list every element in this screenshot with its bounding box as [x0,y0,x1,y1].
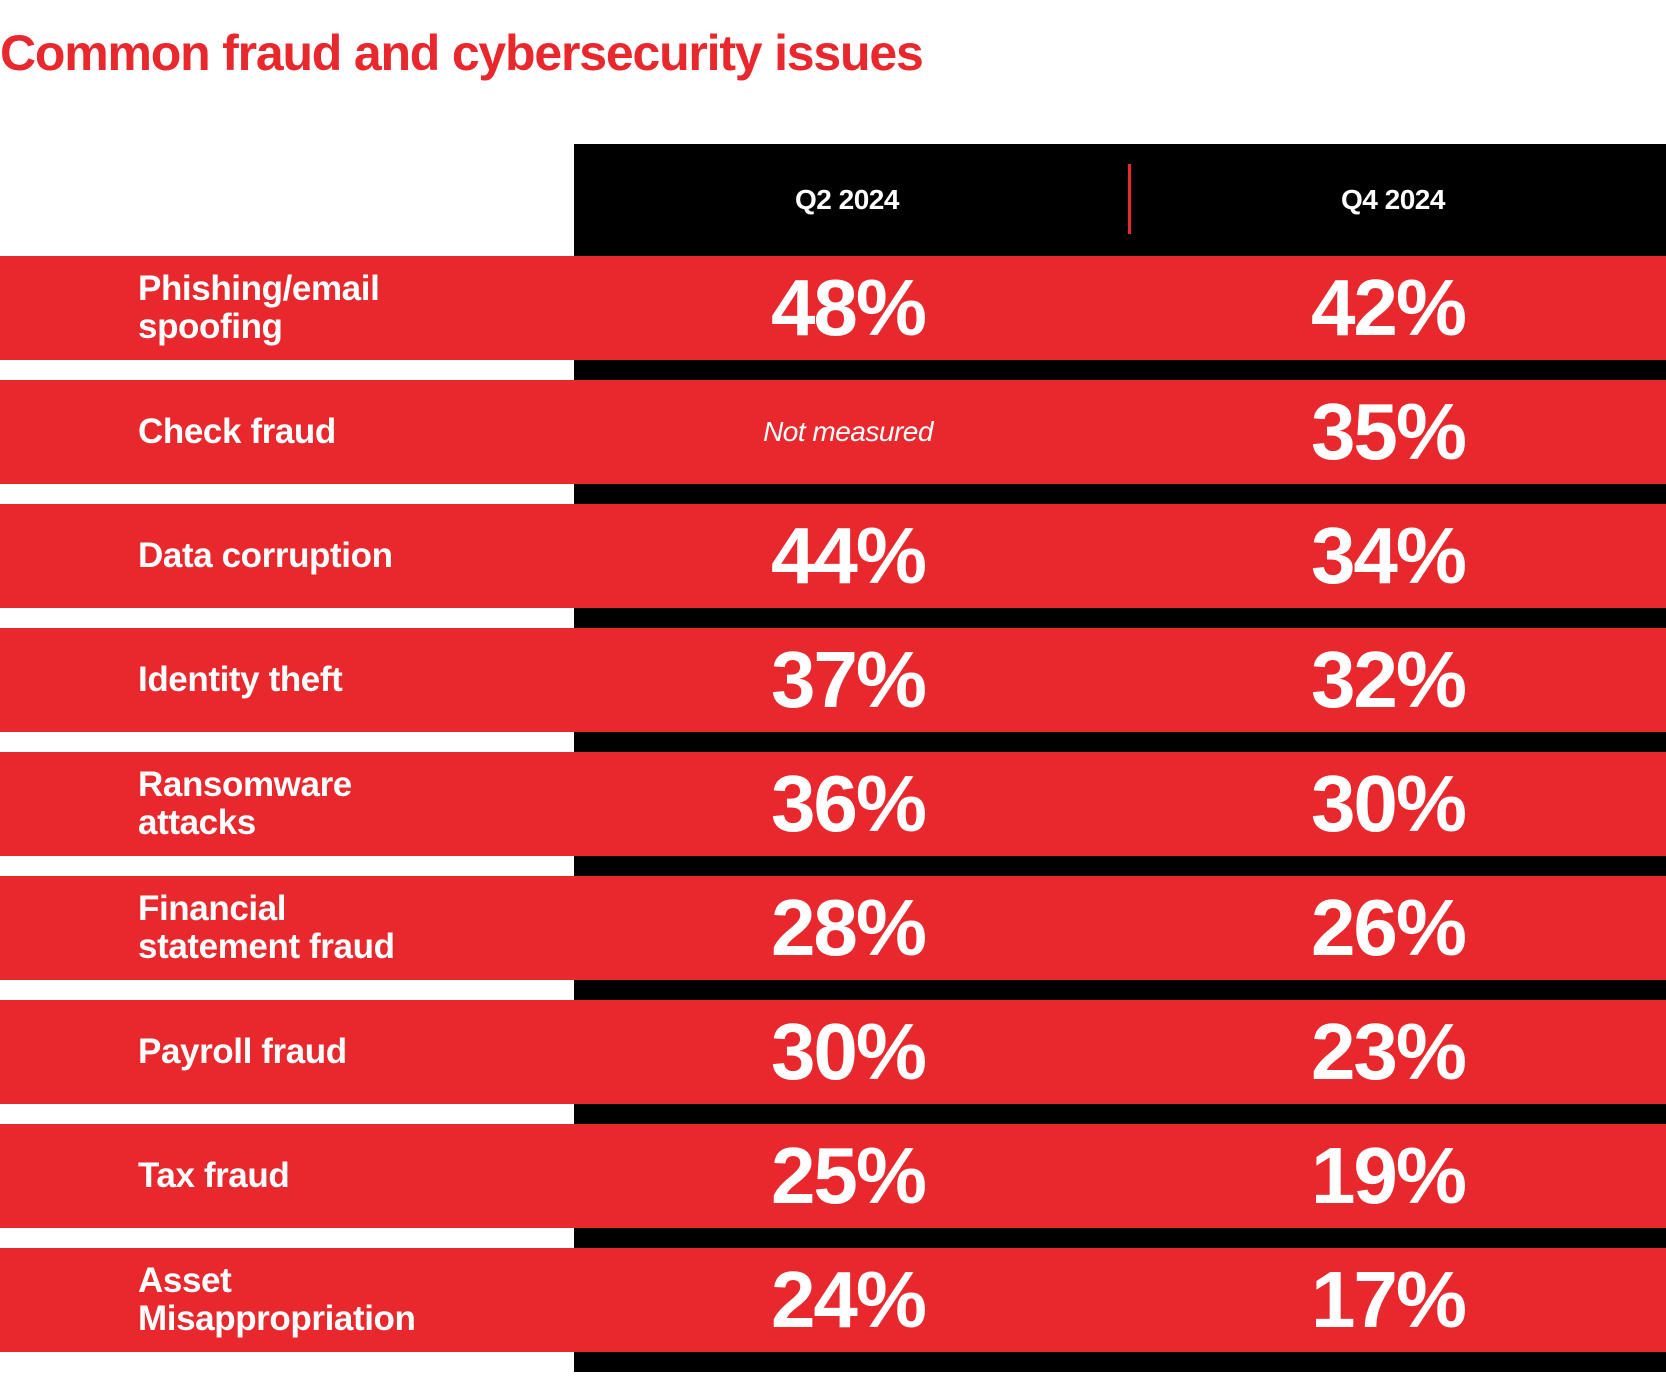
row-background [0,876,1666,980]
row-background [0,380,1666,484]
row-background [0,752,1666,856]
row-separator [574,484,1666,504]
row-separator [574,608,1666,628]
row-separator [574,1228,1666,1248]
cell-q2-2024: 30% [770,1007,927,1096]
row-label: Ransomware attacks [138,765,352,842]
column-header-band [574,144,1666,256]
column-header-q2-2024: Q2 2024 [795,184,899,215]
table-row: Asset Misappropriation 24% 17% [0,1248,1666,1372]
row-background [0,628,1666,732]
cell-q2-2024: 37% [770,635,927,724]
cell-q4-2024: 30% [1310,759,1467,848]
row-label: Data corruption [138,536,393,575]
row-label: Phishing/email spoofing [138,269,380,346]
table-row: Phishing/email spoofing 48% 42% [0,256,1666,380]
cell-q4-2024: 35% [1310,387,1467,476]
cell-q2-2024: 44% [770,511,927,600]
row-separator [574,1352,1666,1372]
column-divider [1128,164,1131,234]
table-row: Financial statement fraud 28% 26% [0,876,1666,1000]
row-separator [574,1104,1666,1124]
row-background [0,1000,1666,1104]
cell-q2-2024: 36% [770,759,927,848]
chart-title: Common fraud and cybersecurity issues [0,25,924,81]
table-row: Check fraud Not measured 35% [0,380,1666,504]
cell-q2-2024: 28% [770,883,927,972]
row-separator [574,980,1666,1000]
cell-q4-2024: 26% [1310,883,1467,972]
row-label: Identity theft [138,660,343,699]
cell-q4-2024: 32% [1310,635,1467,724]
row-label: Payroll fraud [138,1032,347,1071]
row-background [0,1124,1666,1228]
cell-q4-2024: 42% [1310,263,1467,352]
cell-q4-2024: 19% [1310,1131,1467,1220]
cell-q4-2024: 23% [1310,1007,1467,1096]
row-label: Tax fraud [138,1156,290,1195]
table-row: Tax fraud 25% 19% [0,1124,1666,1248]
table-row: Data corruption 44% 34% [0,504,1666,628]
row-separator [574,856,1666,876]
cell-q2-2024: 48% [770,263,927,352]
row-background [0,1248,1666,1352]
cell-q2-2024: 24% [770,1255,927,1344]
table-row: Ransomware attacks 36% 30% [0,752,1666,876]
cell-q4-2024: 34% [1310,511,1467,600]
row-background [0,256,1666,360]
row-label: Check fraud [138,412,336,451]
cell-q2-2024: 25% [770,1131,927,1220]
row-label: Asset Misappropriation [138,1261,416,1338]
row-label: Financial statement fraud [138,889,395,966]
table-row: Identity theft 37% 32% [0,628,1666,752]
row-separator [574,732,1666,752]
column-header-q4-2024: Q4 2024 [1341,184,1445,215]
table-row: Payroll fraud 30% 23% [0,1000,1666,1124]
row-separator [574,360,1666,380]
row-background [0,504,1666,608]
cell-q4-2024: 17% [1310,1255,1467,1344]
cell-q2-2024: Not measured [763,416,933,447]
